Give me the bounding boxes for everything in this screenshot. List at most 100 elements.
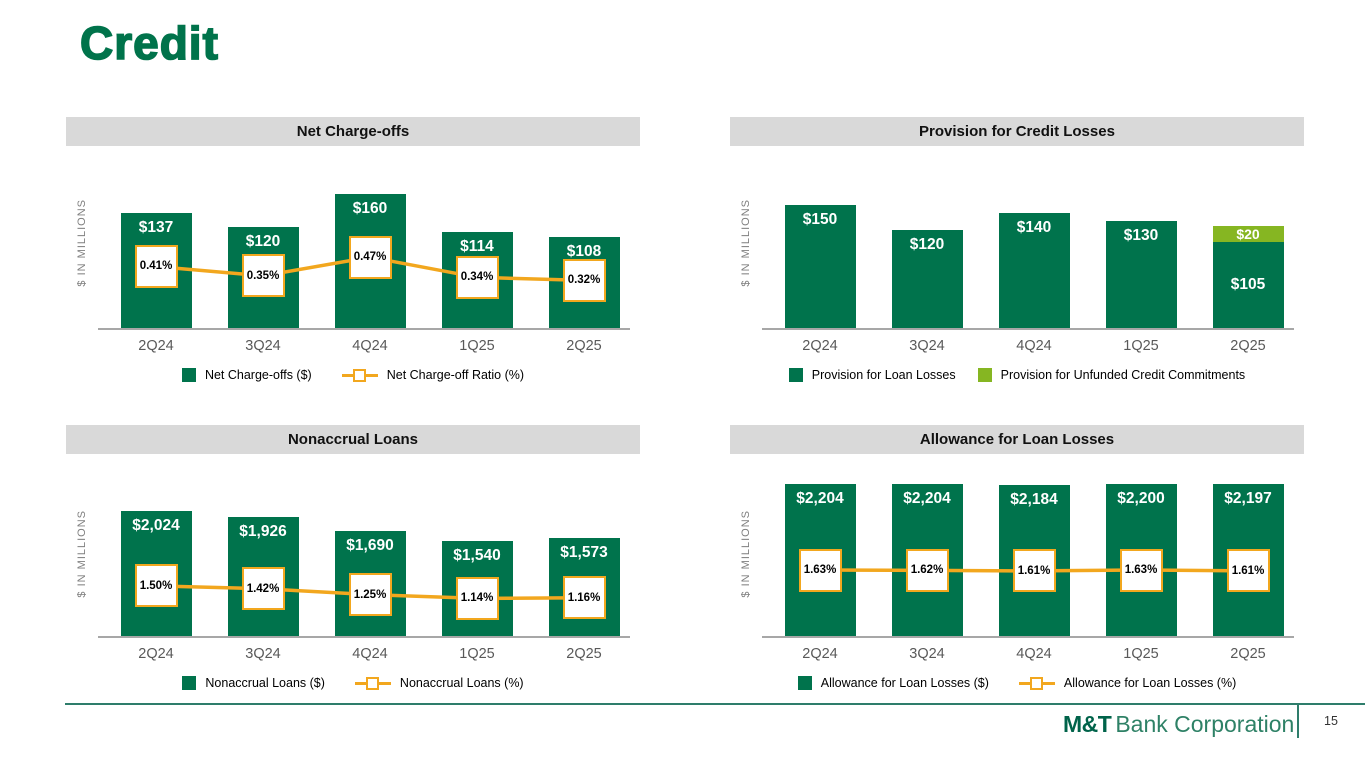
x-axis-label: 2Q24 [802, 338, 838, 354]
legend-item: Allowance for Loan Losses (%) [1018, 676, 1237, 690]
x-axis: 2Q24 3Q24 4Q24 1Q25 2Q25 [762, 638, 1294, 664]
bar-value-label: $160 [352, 200, 388, 217]
bar-segment-unfunded: $20 [1212, 226, 1284, 242]
legend-label: Net Charge-off Ratio (%) [386, 368, 525, 382]
y-axis-label: $ IN MILLIONS [76, 510, 88, 598]
bar: $20 $105 [1212, 226, 1284, 328]
legend-label: Allowance for Loan Losses (%) [1063, 676, 1237, 690]
legend-line-marker [352, 368, 366, 382]
x-axis-label: 1Q25 [459, 338, 495, 354]
x-axis-label: 3Q24 [245, 338, 281, 354]
mt-bank-logo: M&T Bank Corporation [1063, 711, 1295, 738]
bar-value-label: $140 [1016, 219, 1052, 236]
bar: $2,024 [120, 511, 192, 636]
legend-line-swatch [341, 368, 378, 382]
chart-title: Allowance for Loan Losses [730, 425, 1304, 454]
legend: Nonaccrual Loans ($) Nonaccrual Loans (%) [66, 676, 640, 690]
x-axis-label: 4Q24 [352, 646, 388, 662]
page-number: 15 [1324, 714, 1338, 728]
legend-line-marker [365, 676, 379, 690]
x-axis-label: 2Q25 [1230, 338, 1266, 354]
legend-item: Provision for Loan Losses [788, 368, 956, 382]
y-axis: $ IN MILLIONS [730, 155, 762, 330]
bar-value-label: $105 [1230, 276, 1266, 293]
x-axis: 2Q24 3Q24 4Q24 1Q25 2Q25 [98, 638, 630, 664]
bar-value-label: $2,184 [1010, 491, 1058, 508]
x-axis-label: 2Q25 [1230, 646, 1266, 662]
bar-value-label: $2,200 [1117, 490, 1165, 507]
legend-label: Provision for Loan Losses [811, 368, 956, 382]
legend-item: Provision for Unfunded Credit Commitment… [977, 368, 1245, 382]
bar: $1,690 [334, 531, 406, 636]
bar-value-label: $114 [460, 238, 494, 255]
legend-label: Allowance for Loan Losses ($) [820, 676, 989, 690]
ratio-marker: 1.14% [455, 576, 499, 620]
ratio-marker: 1.61% [1226, 549, 1270, 593]
plot-area: $2,204 $2,204 $2,184 $2,200 $2,197 1.63% 1.62%… [762, 470, 1294, 638]
bar-value-label: $2,204 [796, 490, 844, 507]
x-axis-label: 3Q24 [909, 646, 945, 662]
legend: Provision for Loan Losses Provision for U… [730, 368, 1304, 382]
x-axis-label: 3Q24 [909, 338, 945, 354]
footer-divider-line [65, 703, 1365, 705]
bar-value-label: $150 [802, 211, 838, 228]
plot-area: $150 $120 $140 $130 $20 $105 [762, 155, 1294, 330]
legend-line-swatch [1018, 676, 1055, 690]
x-axis-label: 2Q25 [566, 338, 602, 354]
bar: $140 [998, 213, 1070, 328]
footer-vertical-divider [1297, 703, 1299, 738]
legend-item: Net Charge-off Ratio (%) [341, 368, 525, 382]
ratio-marker: 1.63% [1119, 548, 1163, 592]
x-axis-label: 4Q24 [1016, 646, 1052, 662]
bar-value-label: $1,540 [453, 547, 501, 564]
legend: Net Charge-offs ($) Net Charge-off Ratio … [66, 368, 640, 382]
bar-segment-loan-losses: $150 [784, 205, 856, 328]
x-axis: 2Q24 3Q24 4Q24 1Q25 2Q25 [98, 330, 630, 356]
legend-bar-swatch [977, 368, 992, 382]
plot-area: $137 $120 $160 $114 $108 0.41% 0.35% 0.47% 0.34%… [98, 155, 630, 330]
legend-label: Nonaccrual Loans (%) [399, 676, 524, 690]
legend-line-swatch [354, 676, 391, 690]
y-axis-label: $ IN MILLIONS [740, 198, 752, 287]
y-axis-label: $ IN MILLIONS [740, 510, 752, 598]
ratio-marker: 0.34% [455, 255, 499, 299]
legend-bar-swatch [181, 368, 196, 382]
legend: Allowance for Loan Losses ($) Allowance f… [730, 676, 1304, 690]
legend-label: Nonaccrual Loans ($) [205, 676, 325, 690]
ratio-marker: 1.16% [562, 576, 606, 620]
legend-item: Nonaccrual Loans ($) [182, 676, 325, 690]
ratio-marker: 0.32% [562, 258, 606, 302]
y-axis: $ IN MILLIONS [66, 155, 98, 330]
chart-title: Provision for Credit Losses [730, 117, 1304, 146]
x-axis-label: 2Q24 [138, 646, 174, 662]
bar-segment-loan-losses: $105 [1212, 242, 1284, 328]
bar-value-label: $108 [566, 243, 602, 260]
bar-value-label: $20 [1236, 226, 1260, 242]
y-axis-label: $ IN MILLIONS [76, 198, 88, 287]
x-axis-label: 4Q24 [352, 338, 388, 354]
bar-segment-loan-losses: $130 [1105, 221, 1177, 328]
bar-value-label: $1,690 [346, 537, 394, 554]
ratio-marker: 1.50% [134, 564, 178, 608]
ratio-marker: 1.42% [241, 567, 285, 611]
bar-value-label: $2,197 [1224, 490, 1272, 507]
legend-item: Nonaccrual Loans (%) [354, 676, 524, 690]
x-axis-label: 1Q25 [459, 646, 495, 662]
x-axis-label: 1Q25 [1123, 338, 1159, 354]
bar-value-label: $137 [138, 219, 174, 236]
bar: $120 [891, 230, 963, 328]
x-axis-label: 1Q25 [1123, 646, 1159, 662]
legend-bar-swatch [797, 676, 812, 690]
legend-label: Net Charge-offs ($) [204, 368, 312, 382]
chart-provision-for-credit-losses: Provision for Credit Losses $ IN MILLION… [730, 117, 1304, 382]
y-axis: $ IN MILLIONS [730, 470, 762, 638]
logo-bank-corporation: Bank Corporation [1115, 711, 1295, 737]
chart-nonaccrual-loans: Nonaccrual Loans $ IN MILLIONS $2,024 $1,… [66, 425, 640, 690]
logo-mt: M&T [1063, 711, 1112, 737]
x-axis: 2Q24 3Q24 4Q24 1Q25 2Q25 [762, 330, 1294, 356]
x-axis-label: 2Q25 [566, 646, 602, 662]
bar-value-label: $130 [1123, 227, 1159, 244]
ratio-marker: 1.63% [798, 548, 842, 592]
ratio-marker: 0.41% [134, 244, 178, 288]
